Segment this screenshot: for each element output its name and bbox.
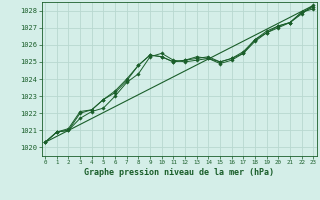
X-axis label: Graphe pression niveau de la mer (hPa): Graphe pression niveau de la mer (hPa) (84, 168, 274, 177)
